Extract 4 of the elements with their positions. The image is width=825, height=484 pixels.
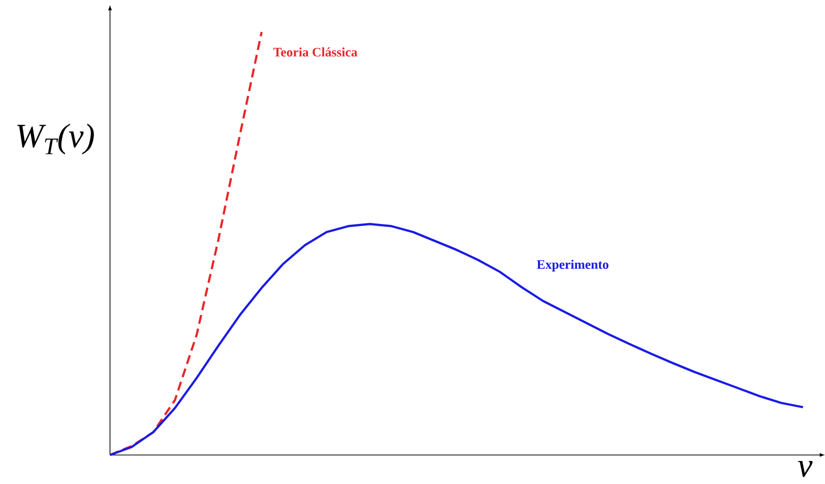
y-axis-title: W$_{T}$(ν) <box>17 124 94 154</box>
x-axis-title: ν <box>798 461 813 477</box>
series-label: Teoria Clássica <box>273 47 358 57</box>
series-label: Experimento <box>536 260 608 272</box>
